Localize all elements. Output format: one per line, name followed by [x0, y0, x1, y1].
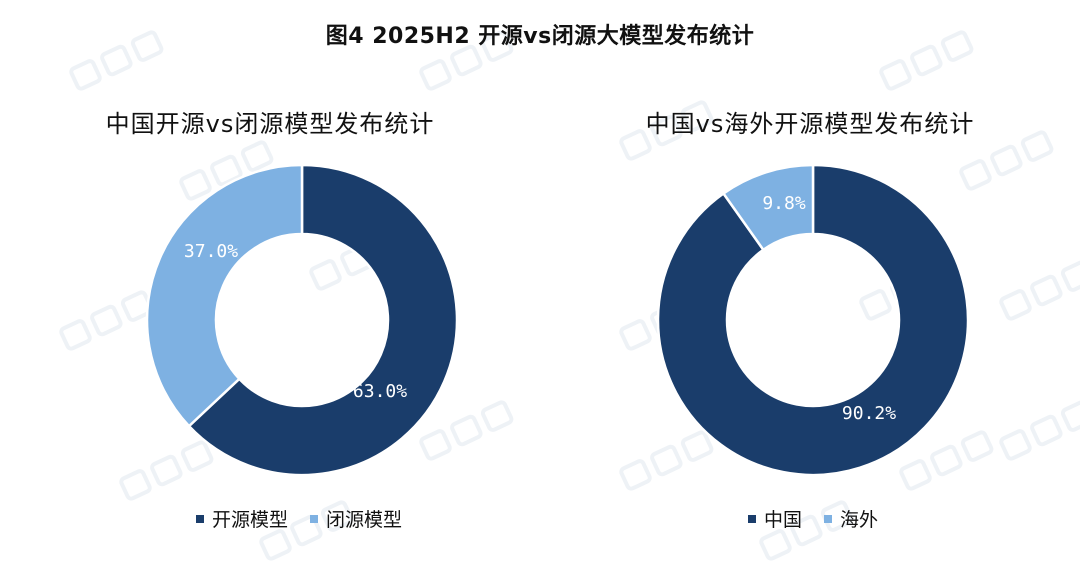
- legend-label: 开源模型: [212, 509, 289, 531]
- legend-swatch: [196, 514, 204, 523]
- legend-label: 海外: [840, 509, 879, 531]
- legend-swatch: [748, 514, 756, 523]
- legend-swatch: [310, 514, 319, 523]
- legend-left: 开源模型 闭源模型: [196, 505, 402, 532]
- legend-item-closed-source: 闭源模型: [310, 505, 402, 532]
- legend-item-china: 中国: [748, 505, 802, 532]
- chart-panel-left: 中国开源vs闭源模型发布统计 63.0% 37.0% 开源模型 闭源模型: [105, 110, 459, 532]
- donut-slice-0: [656, 163, 970, 477]
- data-label-0: 90.2%: [842, 403, 896, 424]
- chart-title-left: 中国开源vs闭源模型发布统计: [105, 110, 435, 138]
- legend-swatch: [824, 514, 833, 523]
- chart-panel-right: 中国vs海外开源模型发布统计 90.2% 9.8% 中国 海外: [540, 0, 1080, 571]
- chart-title-right: 中国vs海外开源模型发布统计: [645, 110, 975, 138]
- data-label-1: 37.0%: [184, 241, 238, 262]
- donut-chart-right: 90.2% 9.8%: [656, 163, 970, 477]
- donut-chart-left: 63.0% 37.0%: [145, 163, 459, 477]
- donut-slice-1: [145, 163, 304, 428]
- legend-item-open-source: 开源模型: [196, 505, 288, 532]
- donut-slice-0: [187, 163, 459, 477]
- legend-item-overseas: 海外: [824, 505, 878, 532]
- legend-label: 闭源模型: [326, 509, 403, 531]
- legend-right: 中国 海外: [748, 505, 878, 532]
- figure-title: 图4 2025H2 开源vs闭源大模型发布统计: [325, 24, 755, 49]
- data-label-1: 9.8%: [762, 193, 806, 214]
- legend-label: 中国: [764, 509, 803, 531]
- donut-slice-1: [721, 163, 815, 252]
- data-label-0: 63.0%: [353, 381, 407, 402]
